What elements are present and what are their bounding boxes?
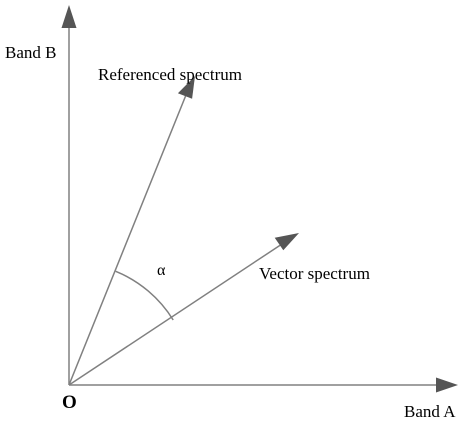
y-axis-label: Band B	[5, 43, 56, 62]
x-axis	[69, 377, 458, 393]
vector-spectrum-line	[68, 243, 283, 386]
y-axis	[61, 5, 77, 385]
x-axis-label: Band A	[404, 402, 456, 421]
referenced-spectrum-arrowhead	[177, 76, 195, 99]
referenced-spectrum-label: Referenced spectrum	[98, 65, 242, 84]
origin-label: O	[62, 392, 77, 413]
referenced-spectrum-line	[68, 94, 187, 386]
y-axis-arrowhead	[61, 5, 77, 28]
referenced-spectrum-vector	[68, 76, 195, 386]
angle-label: α	[157, 262, 166, 279]
vector-spectrum-label: Vector spectrum	[259, 264, 370, 283]
vector-spectrum-arrowhead	[274, 233, 299, 251]
vector-spectrum-vector	[68, 233, 299, 386]
x-axis-arrowhead	[436, 377, 458, 393]
angle-arc	[115, 270, 174, 321]
